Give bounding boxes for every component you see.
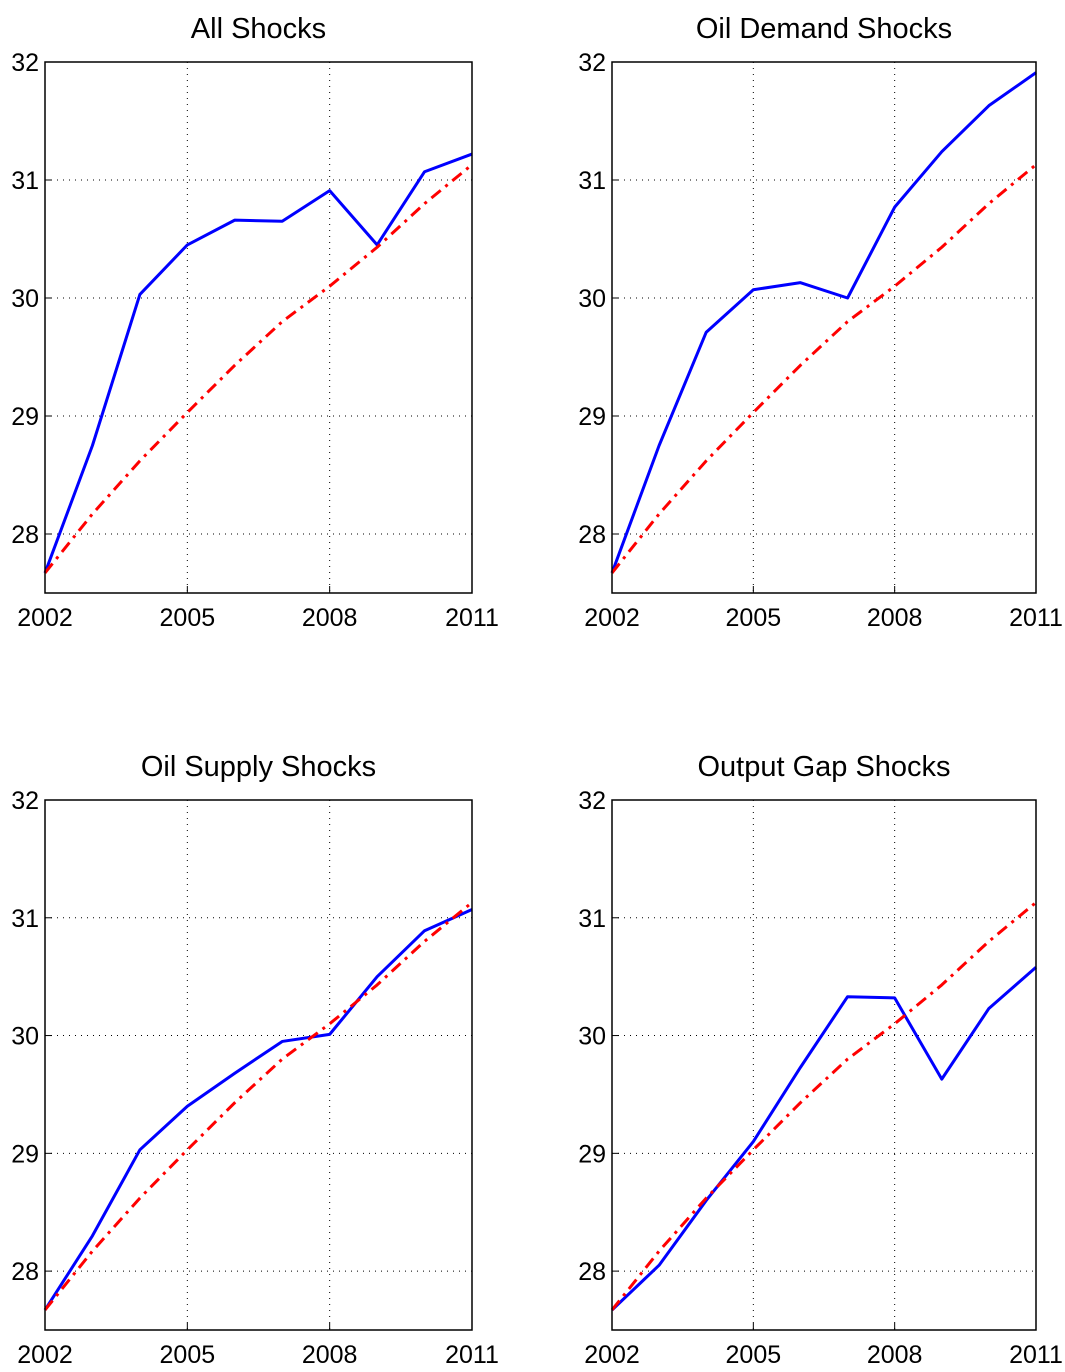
y-tick-label: 30: [11, 285, 39, 313]
x-tick-label: 2011: [445, 1341, 499, 1369]
y-tick-label: 29: [11, 1140, 39, 1168]
x-tick-label: 2002: [17, 1341, 73, 1369]
chart-title: Oil Supply Shocks: [141, 751, 376, 783]
y-tick-label: 30: [578, 1023, 606, 1051]
y-tick-label: 29: [11, 403, 39, 431]
y-tick-label: 31: [578, 905, 606, 933]
data-line: [43, 908, 473, 1311]
plot-frame: [611, 61, 1037, 594]
y-tick-label: 32: [11, 787, 39, 815]
y-tick-label: 28: [578, 521, 606, 549]
x-tick-label: 2005: [726, 604, 782, 632]
x-tick-label: 2011: [1009, 604, 1063, 632]
y-tick-label: 29: [578, 1140, 606, 1168]
plot-frame: [611, 799, 1037, 1331]
x-tick-label: 2002: [584, 1341, 640, 1369]
data-line: [610, 71, 1037, 574]
x-tick-label: 2002: [584, 604, 640, 632]
y-tick-label: 29: [578, 403, 606, 431]
y-tick-label: 30: [578, 285, 606, 313]
x-tick-label: 2011: [1009, 1341, 1063, 1369]
y-tick-label: 32: [578, 49, 606, 77]
y-tick-label: 31: [578, 167, 606, 195]
x-tick-label: 2002: [17, 604, 73, 632]
data-line: [43, 163, 473, 574]
x-tick-label: 2008: [302, 1341, 358, 1369]
y-tick-label: 30: [11, 1023, 39, 1051]
data-line: [43, 152, 473, 574]
x-tick-label: 2005: [726, 1341, 782, 1369]
y-tick-label: 28: [11, 1258, 39, 1286]
chart-title: Output Gap Shocks: [697, 751, 950, 783]
chart-title: All Shocks: [191, 13, 326, 45]
chart-title: Oil Demand Shocks: [696, 13, 952, 45]
x-tick-label: 2008: [302, 604, 358, 632]
y-tick-label: 28: [578, 1258, 606, 1286]
x-tick-label: 2011: [445, 604, 499, 632]
x-tick-label: 2005: [160, 604, 216, 632]
data-line: [610, 163, 1037, 574]
data-line: [610, 966, 1037, 1312]
data-line: [43, 901, 473, 1311]
y-tick-label: 31: [11, 905, 39, 933]
y-tick-label: 32: [578, 787, 606, 815]
x-tick-label: 2008: [867, 1341, 923, 1369]
y-tick-label: 28: [11, 521, 39, 549]
y-tick-label: 31: [11, 167, 39, 195]
x-tick-label: 2008: [867, 604, 923, 632]
data-line: [610, 901, 1037, 1311]
plot-frame: [44, 799, 473, 1331]
plot-frame: [44, 61, 473, 594]
y-tick-label: 32: [11, 49, 39, 77]
x-tick-label: 2005: [160, 1341, 216, 1369]
